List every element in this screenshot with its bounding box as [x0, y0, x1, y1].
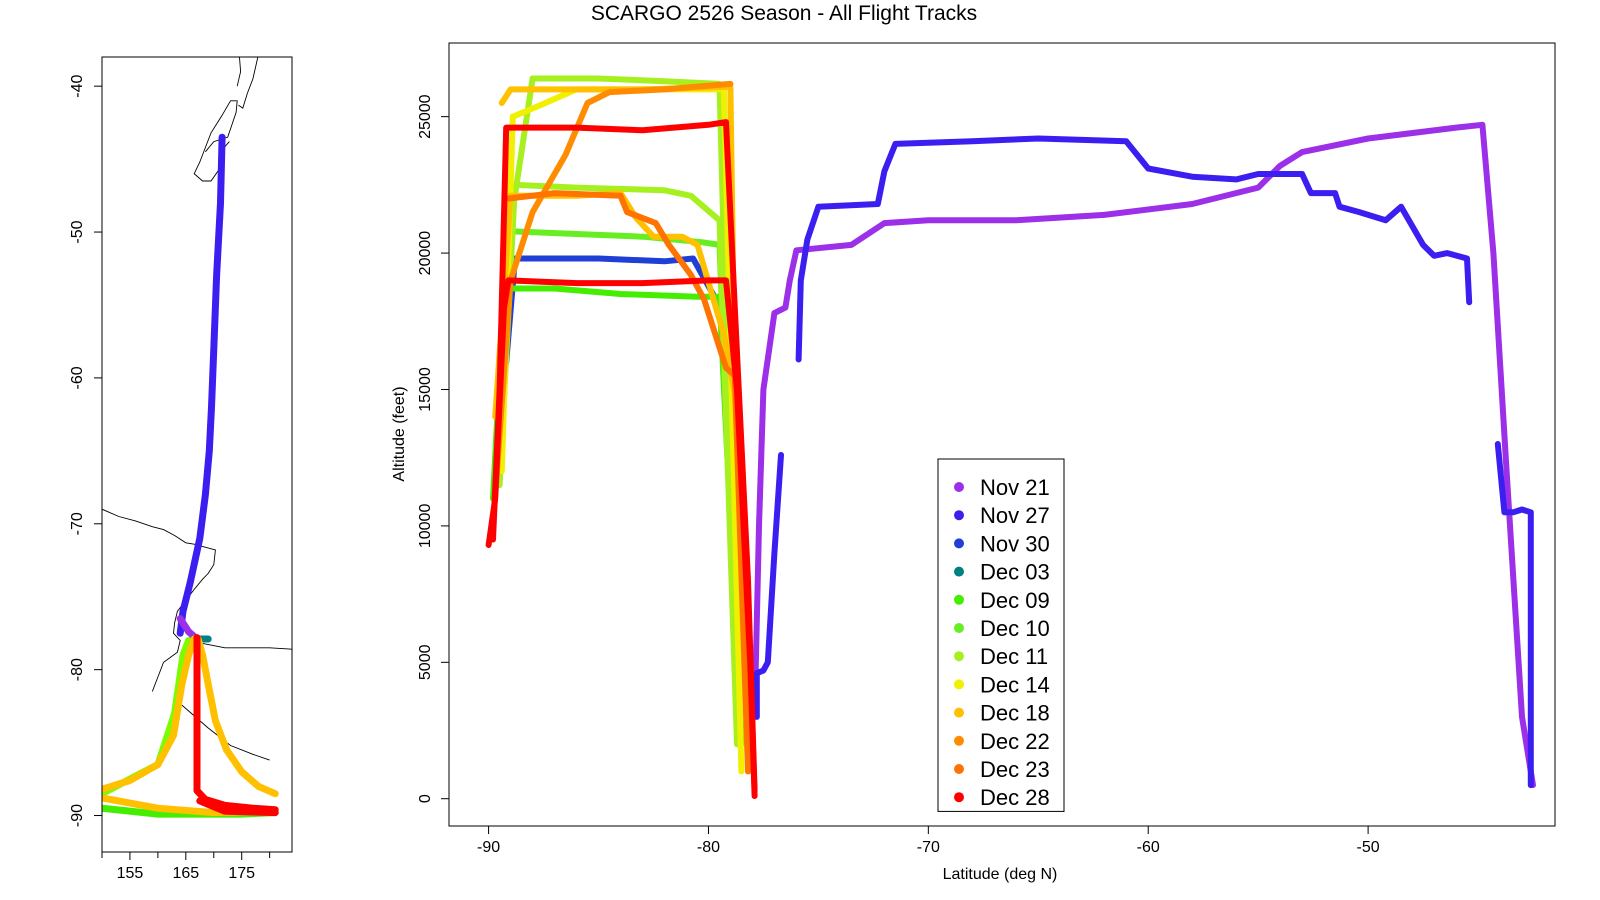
legend-marker-nov-27 — [954, 510, 964, 521]
altitude-track-nov-21 — [751, 121, 1536, 789]
legend-marker-dec-14 — [954, 679, 964, 690]
legend-label-dec-10: Dec 10 — [980, 616, 1050, 641]
legend-marker-dec-10 — [954, 623, 964, 633]
legend-label-dec-28: Dec 28 — [980, 785, 1050, 810]
legend-label-dec-22: Dec 22 — [980, 729, 1050, 754]
legend-marker-dec-23 — [954, 764, 964, 774]
legend-marker-nov-21 — [954, 482, 964, 492]
map-track-dec-18 — [102, 635, 279, 798]
map-y-tick-label: -70 — [69, 512, 86, 535]
altitude-frame — [448, 42, 1556, 827]
altitude-track-dec-09 — [490, 285, 745, 748]
map-track-dec-28-return — [196, 797, 279, 817]
legend-marker-nov-30 — [954, 538, 964, 549]
map-y-tick-label: -60 — [69, 366, 86, 389]
legend-label-dec-03: Dec 03 — [980, 560, 1050, 585]
altitude-y-tick-label: 25000 — [417, 94, 434, 139]
altitude-track-dec-11-b — [503, 75, 738, 666]
map-outline-new-zealand-north-island — [236, 57, 259, 109]
altitude-track-dec-28 — [485, 277, 758, 799]
legend-marker-dec-22 — [954, 735, 964, 746]
altitude-track-dec-28-b — [490, 119, 758, 794]
map-outline-victoria-land-coast — [102, 508, 216, 692]
altitude-x-label: Latitude (deg N) — [943, 866, 1058, 883]
altitude-track-nov-27 — [1494, 441, 1534, 789]
altitude-x-tick-label: -60 — [1137, 839, 1160, 856]
map-x-tick-label: 165 — [172, 865, 199, 882]
legend-label-dec-09: Dec 09 — [980, 588, 1050, 613]
map-y-tick-label: -40 — [69, 75, 86, 98]
altitude-x-tick-label: -90 — [477, 839, 500, 856]
altitude-x-tick-label: -80 — [697, 839, 720, 856]
legend: Nov 21 Nov 27 Nov 30 Dec 03 Dec 09 Dec 10 Dec … — [937, 458, 1065, 812]
altitude-x-tick-label: -70 — [917, 839, 940, 856]
map-outline-new-zealand-south-island — [193, 100, 238, 182]
map-y-tick-label: -90 — [69, 804, 86, 827]
map-y-tick-label: -50 — [69, 220, 86, 243]
altitude-x-tick-label: -50 — [1357, 839, 1380, 856]
map-frame — [101, 56, 293, 853]
legend-label-dec-18: Dec 18 — [980, 701, 1050, 726]
altitude-y-tick-label: 10000 — [417, 504, 434, 549]
altitude-panel: -90 -80 -70 -60 -50 0 5000 10000 15000 20000 25000… — [391, 42, 1556, 883]
altitude-y-label: Altitude (feet) — [391, 386, 408, 481]
map-outline-ross-ice-shelf-front — [202, 642, 292, 650]
map-x-tick-label: 175 — [228, 865, 255, 882]
altitude-y-tick-label: 15000 — [417, 367, 434, 412]
legend-marker-dec-18 — [954, 707, 964, 718]
map-axes: 155 165 175 -40 -50 -60 -70 -80 -90 — [69, 75, 271, 882]
altitude-track-dec-18 — [492, 190, 756, 748]
altitude-y-tick-label: 5000 — [417, 644, 434, 680]
map-track-nov-27 — [176, 133, 226, 637]
map-panel: 155 165 175 -40 -50 -60 -70 -80 -90 — [69, 56, 293, 882]
altitude-track-dec-23 — [505, 190, 751, 775]
legend-marker-dec-28 — [954, 792, 964, 803]
altitude-plot-area — [485, 75, 1536, 799]
legend-label-nov-21: Nov 21 — [980, 475, 1050, 500]
chart-title: SCARGO 2526 Season - All Flight Tracks — [591, 2, 977, 25]
map-y-tick-label: -80 — [69, 658, 86, 681]
legend-label-dec-23: Dec 23 — [980, 757, 1050, 782]
altitude-y-tick-label: 0 — [417, 794, 434, 803]
altitude-y-tick-label: 20000 — [417, 231, 434, 276]
legend-label-dec-11: Dec 11 — [980, 644, 1048, 669]
altitude-track-nov-27-b — [795, 135, 1473, 363]
map-plot-area — [102, 57, 292, 818]
legend-marker-dec-09 — [954, 594, 964, 605]
map-x-tick-label: 155 — [117, 865, 144, 882]
legend-marker-dec-11 — [954, 651, 964, 662]
legend-marker-dec-03 — [954, 566, 964, 577]
altitude-track-dec-22 — [490, 80, 734, 529]
altitude-track-nov-27-c — [753, 452, 784, 720]
map-track-dec-28 — [193, 634, 279, 814]
altitude-track-dec-10 — [494, 228, 743, 748]
legend-label-dec-14: Dec 14 — [980, 672, 1050, 697]
altitude-axes: -90 -80 -70 -60 -50 0 5000 10000 15000 20000 25000 — [417, 94, 1380, 856]
legend-label-nov-30: Nov 30 — [980, 531, 1050, 556]
legend-label-nov-27: Nov 27 — [980, 503, 1050, 528]
